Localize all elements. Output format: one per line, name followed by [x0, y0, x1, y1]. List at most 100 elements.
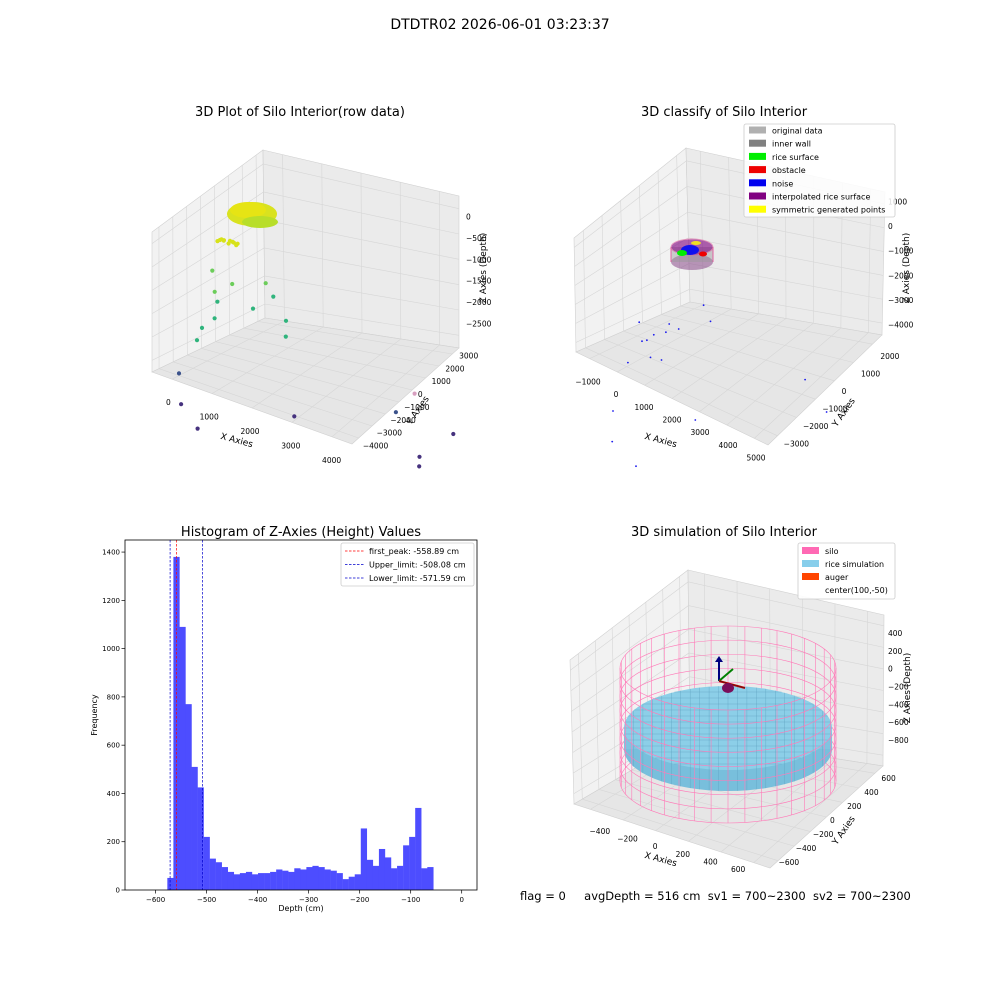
histogram-bar	[191, 766, 198, 890]
histogram-bar	[348, 876, 355, 890]
cls-gridline-y	[620, 200, 816, 400]
simulation-legend-swatch	[802, 547, 819, 554]
histogram-x-tick-label: −200	[350, 896, 369, 904]
raw-z-tick-label: −1000	[466, 255, 492, 264]
histogram-legend-label: Upper_limit: -508.08 cm	[369, 561, 466, 570]
raw-gridline-z	[151, 163, 460, 244]
cls-y-tick-label: −2000	[803, 422, 829, 431]
simulation-axis-y-arrow	[718, 668, 734, 682]
raw-data-point	[417, 454, 422, 459]
classify-silo-bottom	[671, 254, 713, 270]
histogram-bar	[221, 867, 228, 890]
sim-z-tick-label: 0	[888, 665, 893, 674]
sim-y-tick-label: 200	[847, 802, 862, 811]
histogram-bar	[384, 857, 392, 890]
classify-noise-point	[694, 419, 697, 421]
raw-gridline-z	[151, 303, 460, 361]
histogram-bar	[330, 870, 337, 890]
cls-x-tick-label: 1000	[634, 403, 653, 412]
sim-gridline-z	[570, 581, 884, 671]
raw-x-ticks: 0 1000 2000 3000 4000	[166, 398, 341, 465]
classify-x-label: X Axies	[643, 432, 678, 450]
raw-data-point	[215, 299, 220, 304]
classify-noise-point	[611, 440, 614, 443]
sim-z-tick-label: −600	[888, 718, 909, 727]
histogram-bar	[185, 704, 192, 890]
cls-gridline-x	[726, 182, 843, 426]
cls-z-tick-label: −2000	[888, 271, 914, 280]
histogram-y-tick-label: 600	[107, 742, 120, 750]
raw-z-tick-label: −500	[466, 234, 487, 243]
cls-x-tick-label: 3000	[690, 428, 709, 437]
silo-wire-ring-front	[619, 696, 837, 739]
histogram-frame	[124, 539, 478, 891]
classify-legend-swatch	[749, 166, 766, 174]
raw-data-point	[417, 464, 422, 469]
simulation-plot-title: 3D simulation of Silo Interior	[631, 525, 818, 540]
cls-x-tick-label: 5000	[746, 454, 765, 463]
classify-legend-swatch	[749, 192, 766, 200]
cls-gridline-y	[583, 230, 778, 437]
sim-gridline-z	[571, 628, 884, 712]
histogram-y-label: Frequency	[90, 694, 99, 736]
histogram-x-tick-label: −100	[401, 896, 420, 904]
histogram-bar	[336, 873, 343, 890]
raw-gridline-y	[158, 226, 359, 439]
silo-wire-ring-back	[619, 653, 837, 697]
silo-wire-ring-front	[619, 710, 837, 753]
histogram-x-label: Depth (cm)	[278, 904, 323, 913]
raw-z-ticks: 0 −500 −1000 −1500 −2000 −2500	[466, 213, 492, 329]
classify-legend-swatch	[749, 205, 766, 213]
raw-data-point	[195, 426, 200, 431]
raw-data-point	[212, 289, 217, 294]
classify-z-label: Z Axies (Depth)	[902, 233, 912, 304]
cls-gridline-y	[676, 155, 873, 345]
sim-x-tick-label: 200	[676, 850, 691, 859]
simulation-legend-swatch	[802, 573, 819, 580]
raw-data-point	[250, 306, 256, 311]
classify-noise-point	[612, 410, 614, 412]
classify-noise-point	[627, 361, 629, 364]
histogram-y-tick-label: 200	[107, 838, 120, 846]
raw-gridline-y	[214, 185, 413, 391]
classify-obstacle	[699, 251, 707, 257]
raw-data-point	[393, 410, 398, 415]
classify-legend: original data inner wall rice surface obsta…	[743, 123, 896, 218]
raw-x-tick-label: 4000	[322, 456, 341, 465]
simulation-silo-wire-front	[619, 667, 837, 824]
sim-y-tick-label: −600	[779, 858, 800, 867]
sim-x-tick-label: 400	[703, 858, 718, 867]
raw-y-tick-label: −4000	[363, 442, 389, 451]
classify-floor-pane	[575, 301, 883, 446]
histogram-legend-label: first_peak: -558.89 cm	[369, 547, 459, 556]
histogram-x-tick-label: −600	[146, 896, 165, 904]
silo-wire-ring-front	[619, 780, 837, 824]
simulation-x-label: X Axies	[643, 851, 678, 869]
raw-x-tick-label: 3000	[281, 441, 300, 450]
histogram-title: Histogram of Z-Axies (Height) Values	[181, 525, 421, 540]
silo-wire-ring-front	[619, 766, 837, 810]
cls-gridline-x	[671, 169, 787, 399]
raw-data-point	[176, 371, 182, 376]
raw-gridline-x	[251, 172, 363, 409]
classify-noise-point	[652, 333, 655, 336]
histogram-bar	[324, 869, 331, 890]
raw-x-tick-label: 0	[166, 398, 171, 407]
sim-gridline-z	[571, 652, 884, 733]
simulation-legend-label: rice simulation	[825, 560, 884, 569]
simulation-legend-swatch	[802, 560, 819, 567]
cls-z-tick-label: 0	[888, 222, 893, 231]
cls-x-tick-label: 2000	[662, 416, 681, 425]
cls-x-tick-label: 4000	[718, 441, 737, 450]
classify-grid	[573, 151, 885, 439]
cls-z-tick-label: −3000	[888, 296, 914, 305]
cls-y-tick-label: 1000	[861, 369, 880, 378]
histogram-legend-box	[340, 542, 475, 587]
cls-gridline-x	[754, 188, 872, 439]
classify-x-ticks: −1000 0 1000 2000 3000 4000 5000	[575, 377, 765, 462]
raw-data-point	[230, 281, 235, 287]
histogram-bar	[342, 879, 349, 890]
raw-y-tick-label: −1000	[404, 403, 430, 412]
